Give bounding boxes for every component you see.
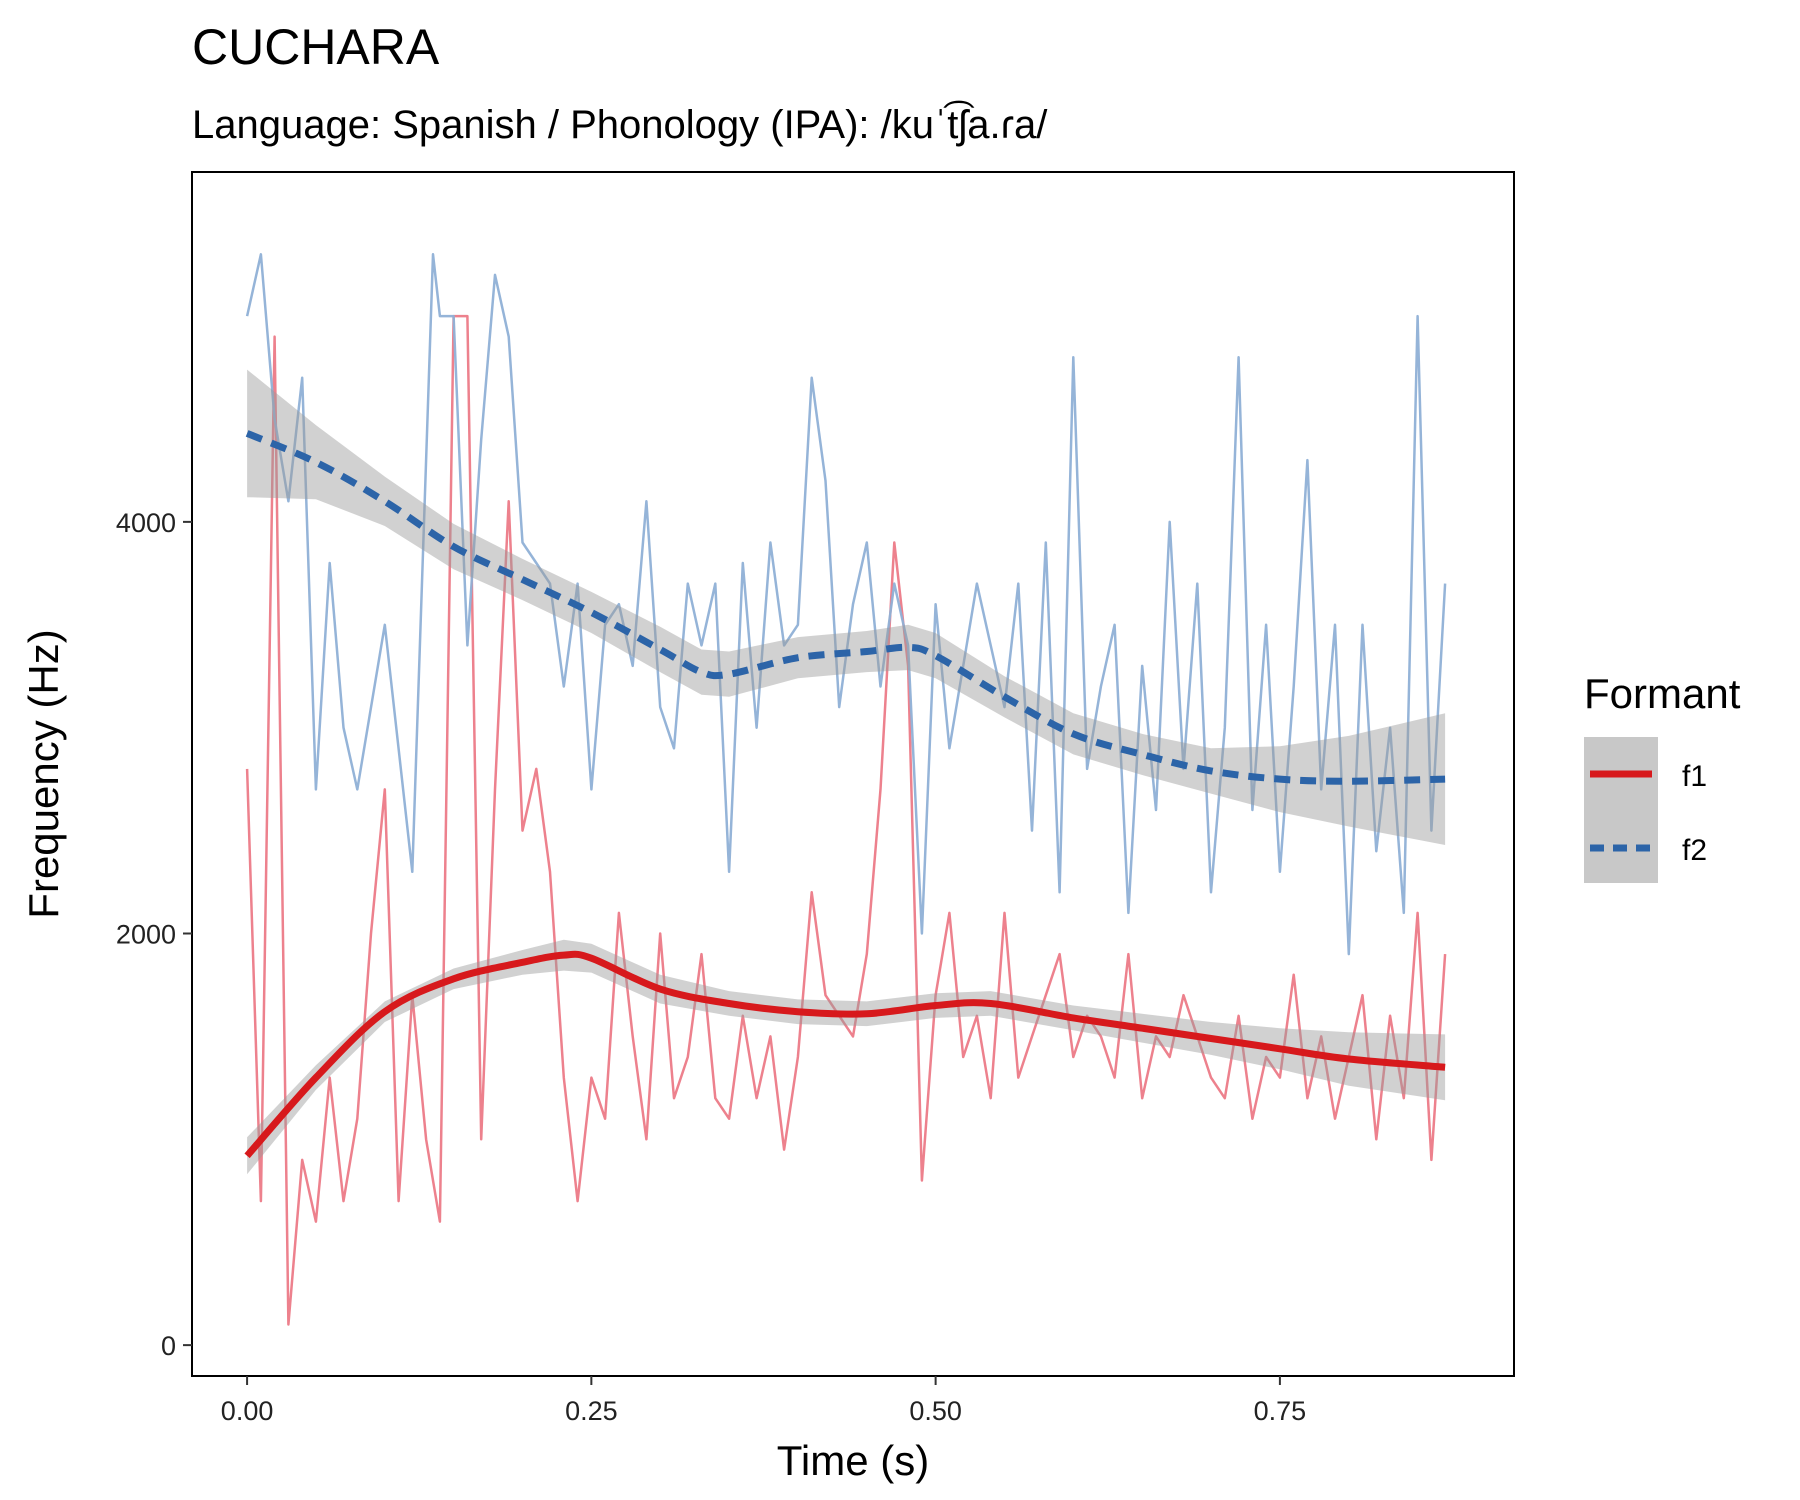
axes: 0.00 0.25 0.50 0.75 0 2000 4000	[116, 508, 1306, 1426]
x-axis-title: Time (s)	[777, 1437, 929, 1484]
y-axis-title: Frequency (Hz)	[20, 629, 67, 918]
raw-trace-f2	[245, 253, 1447, 956]
y-tick-label: 0	[161, 1331, 176, 1361]
legend-label-f1: f1	[1682, 760, 1707, 793]
legend-label-f2: f2	[1682, 834, 1707, 867]
plot-area	[244, 253, 1447, 1326]
legend-title: Formant	[1584, 670, 1741, 717]
x-tick-label: 0.75	[1254, 1396, 1307, 1426]
smooth-line-f2	[245, 430, 1446, 785]
chart-title: CUCHARA	[192, 19, 440, 75]
x-tick-label: 0.00	[221, 1396, 274, 1426]
legend: Formant f1 f2	[1584, 670, 1741, 883]
raw-trace-f1	[245, 314, 1447, 1326]
y-tick-label: 4000	[116, 508, 176, 538]
confidence-band-f2	[247, 369, 1446, 845]
smooth-line-f1	[244, 950, 1446, 1159]
x-tick-label: 0.25	[565, 1396, 618, 1426]
x-tick-label: 0.50	[909, 1396, 962, 1426]
legend-key-background	[1584, 737, 1658, 883]
chart-subtitle: Language: Spanish / Phonology (IPA): /ku…	[192, 99, 1048, 147]
plot-panel-border	[191, 171, 1515, 1377]
y-tick-label: 2000	[116, 920, 176, 950]
